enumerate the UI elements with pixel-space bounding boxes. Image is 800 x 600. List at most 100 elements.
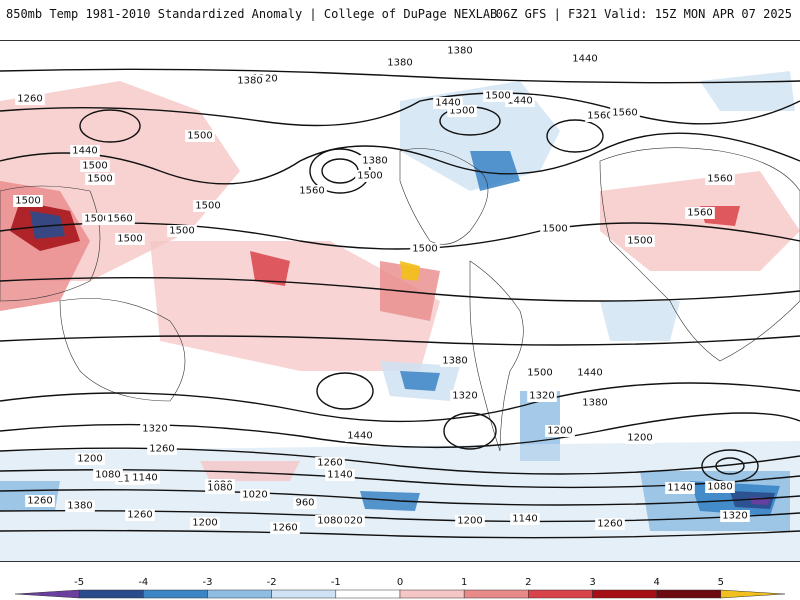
contour-line [0,412,800,449]
contour-label: 1440 [507,96,532,107]
contour-label-bg [93,469,123,481]
contour-label-bg [540,223,570,235]
contour-label-bg [570,53,600,65]
contour-label-bg [527,390,557,402]
contour-label-bg [445,45,475,57]
contour-label-bg [525,367,555,379]
contour-label-bg [315,515,345,527]
contour-label-bg [297,185,327,197]
contour-low [321,158,359,184]
contour-label: 1560 [587,111,612,122]
contour-label: 1200 [627,433,652,444]
colorbar-swatch [207,589,272,599]
contour-label-bg [80,160,110,172]
contour-label: 1320 [252,74,277,85]
colorbar-swatch [78,589,144,599]
coastline [599,147,800,362]
colorbar-swatch [143,589,208,599]
anomaly-map: 1320126013201380144013801440150015601380… [0,45,800,561]
anomaly-blob [150,241,440,371]
contour-low [79,109,141,143]
contour-label: 1320 [452,391,477,402]
contour-labels: 1320126013201380144013801440150015601380… [13,45,750,534]
contour-label-bg [147,443,177,455]
contour-high [443,412,497,450]
contour-label: 1260 [317,458,342,469]
colorbar-tick-label: 4 [653,577,659,588]
contour-label: 1560 [107,214,132,225]
colorbar-end-arrow-low [14,589,80,599]
contour-label: 1500 [542,224,567,235]
contour-label: 1260 [272,523,297,534]
contour-label: 1500 [15,196,40,207]
colorbar-tick-label: -4 [138,577,148,588]
contour-label: 1560 [612,108,637,119]
contour-label-bg [625,432,655,444]
contour-label: 1500 [187,131,212,142]
contour-label-bg [585,110,615,122]
contour-label-bg [193,200,223,212]
title-bar: 850mb Temp 1981-2010 Standardized Anomal… [0,0,800,30]
model-run-info: 06Z GFS | F321 Valid: 15Z MON APR 07 202… [495,7,792,21]
contour-label: 1320 [142,424,167,435]
contour-label-bg [240,489,270,501]
map-title: 850mb Temp 1981-2010 Standardized Anomal… [6,7,498,21]
contour-label: 1380 [442,356,467,367]
contour-label-bg [720,510,750,522]
anomaly-blob [360,491,420,511]
contour-label: 1320 [529,391,554,402]
colorbar-swatch [335,589,401,599]
contour-label: 1140 [512,514,537,525]
contour-label-bg [510,513,540,525]
contour-label-bg [13,195,43,207]
contour-label: 1140 [667,483,692,494]
contour-label-bg [270,522,300,534]
anomaly-blob [200,461,300,481]
colorbar-swatch [656,589,722,599]
contour-label: 1080 [317,516,342,527]
contour-label: 1440 [347,431,372,442]
contour-line [0,382,800,423]
contour-label: 1500 [485,91,510,102]
contour-label-bg [665,482,695,494]
anomaly-blob [700,71,795,111]
contour-label-bg [325,469,355,481]
contour-label: 1500 [627,236,652,247]
contour-line [0,447,800,475]
contour-label-bg [315,457,345,469]
anomaly-blob [400,261,420,281]
contour-label-bg [70,145,100,157]
contour-label-bg [167,225,197,237]
colorbar-tick-label: 5 [718,577,724,588]
contour-label-bg [385,57,415,69]
contour-label: 1500 [412,244,437,255]
contour-label: 1080 [707,482,732,493]
colorbar: -5 -4 -3 -2 -1 0 1 2 3 4 5 [0,570,800,600]
colorbar-swatch [463,589,529,599]
contour-label: 1320 [722,511,747,522]
coastline [59,298,186,402]
contour-label-bg [205,482,235,494]
contour-label-bg [15,93,45,105]
colorbar-tick-label: 2 [525,577,531,588]
colorbar-swatch [271,589,337,599]
contour-label: 1380 [387,58,412,69]
contour-label-bg [75,453,105,465]
coastline [0,185,101,302]
contour-label: 1500 [87,174,112,185]
contour-label: 1080 [95,470,120,481]
colorbar-end-arrow-high [720,589,786,599]
contour-label: 1440 [572,54,597,65]
contour-label-bg [345,430,375,442]
contour-label-bg [685,207,715,219]
contour-label: 1560 [687,208,712,219]
contour-label-bg [125,509,155,521]
contour-label: 1500 [84,214,109,225]
contour-label: 1560 [707,174,732,185]
contour-label: 1140 [132,473,157,484]
contour-label: 1200 [77,454,102,465]
contour-label: 1500 [117,234,142,245]
colorbar-tick-label: 1 [461,577,467,588]
contour-label: 1380 [447,46,472,57]
contour-line [0,68,800,84]
